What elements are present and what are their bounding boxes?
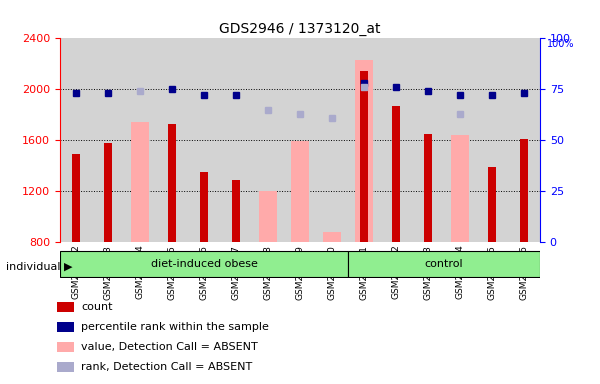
- Text: diet-induced obese: diet-induced obese: [151, 259, 257, 269]
- Bar: [232, 180, 241, 242]
- Bar: [71, 154, 80, 242]
- Bar: [167, 124, 176, 242]
- Bar: [200, 172, 208, 242]
- Bar: [131, 122, 149, 242]
- Text: control: control: [425, 259, 463, 269]
- Title: GDS2946 / 1373120_at: GDS2946 / 1373120_at: [219, 22, 381, 36]
- Bar: [348, 251, 540, 277]
- Bar: [355, 60, 373, 242]
- Text: individual ▶: individual ▶: [6, 262, 73, 272]
- Bar: [291, 141, 309, 242]
- Bar: [424, 134, 433, 242]
- Bar: [259, 191, 277, 242]
- Bar: [451, 135, 469, 242]
- Text: count: count: [81, 302, 113, 312]
- Bar: [392, 106, 400, 242]
- Text: rank, Detection Call = ABSENT: rank, Detection Call = ABSENT: [81, 362, 252, 372]
- Text: percentile rank within the sample: percentile rank within the sample: [81, 322, 269, 332]
- Text: 100%: 100%: [547, 39, 575, 49]
- Bar: [359, 71, 368, 242]
- Text: value, Detection Call = ABSENT: value, Detection Call = ABSENT: [81, 342, 258, 352]
- Bar: [488, 167, 496, 242]
- Bar: [520, 139, 529, 242]
- Bar: [104, 143, 112, 242]
- Bar: [60, 251, 348, 277]
- Bar: [323, 232, 341, 242]
